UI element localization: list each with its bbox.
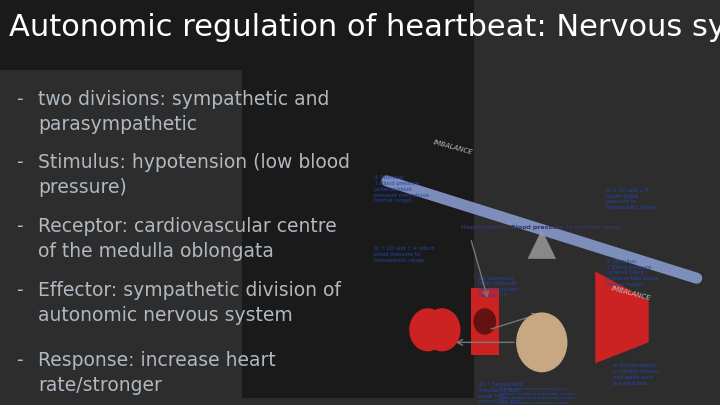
Text: Effector: sympathetic division of
autonomic nervous system: Effector: sympathetic division of autono… [38,281,341,325]
Text: -: - [17,281,23,300]
Text: Receptor: cardiovascular centre
of the medulla oblongata: Receptor: cardiovascular centre of the m… [38,217,337,261]
Text: IMBALANCE: IMBALANCE [432,139,473,156]
Text: ⑤ ↓ CO and ↓ R
return blood
pressure to
homeostatic range.: ⑤ ↓ CO and ↓ R return blood pressure to … [606,188,657,210]
Text: -: - [17,153,23,173]
Text: -: - [17,351,23,370]
Text: two divisions: sympathetic and
parasympathetic: two divisions: sympathetic and parasympa… [38,90,329,134]
Text: IMBALANCE: IMBALANCE [611,285,652,302]
FancyBboxPatch shape [0,0,474,70]
FancyBboxPatch shape [242,0,474,399]
Text: ① Stimulus:
↑ Blood pressure
(arterial blood
pressure rises above
normal range): ① Stimulus: ↑ Blood pressure (arterial b… [374,175,429,203]
Polygon shape [595,271,649,363]
Polygon shape [471,288,499,355]
Text: -: - [17,217,23,236]
Text: ② Baroreceptors
in carotid sinuses
and aortic arch
are inhibited.: ② Baroreceptors in carotid sinuses and a… [613,363,660,386]
Text: Stimulus: hypotension (low blood
pressure): Stimulus: hypotension (low blood pressur… [38,153,350,197]
Circle shape [424,309,460,351]
Text: ⑤ ↑ CO and ↑ R return
blood pressure to
homeostatic range.: ⑤ ↑ CO and ↑ R return blood pressure to … [374,246,435,263]
Text: Homeostasis: Blood pressure in normal range: Homeostasis: Blood pressure in normal ra… [462,225,622,230]
Text: Response: increase heart
rate/stronger: Response: increase heart rate/stronger [38,351,276,394]
Text: ③ Impulses from baroreceptors
activate cardioacceleratory center
(and inhibit ca: ③ Impulses from baroreceptors activate c… [499,387,577,405]
Text: Autonomic regulation of heartbeat: Nervous system: Autonomic regulation of heartbeat: Nervo… [9,13,720,43]
Text: -: - [17,90,23,109]
Circle shape [410,309,446,351]
Text: ④b Vasomotor
fibres stimulate
vasoconstriction,
causing ↑ P.: ④b Vasomotor fibres stimulate vasoconstr… [477,275,519,298]
Polygon shape [528,230,556,259]
Text: ① Stimulus:
↓ Blood pressure
(arterial blood
pressure falls below
normal range): ① Stimulus: ↓ Blood pressure (arterial b… [606,259,659,287]
Text: ④a ↑ Sympathetic
impulses to heart
cause ↑HR,
contractility, and
↑ CO.: ④a ↑ Sympathetic impulses to heart cause… [477,382,523,405]
Circle shape [474,309,495,334]
Circle shape [517,313,567,372]
